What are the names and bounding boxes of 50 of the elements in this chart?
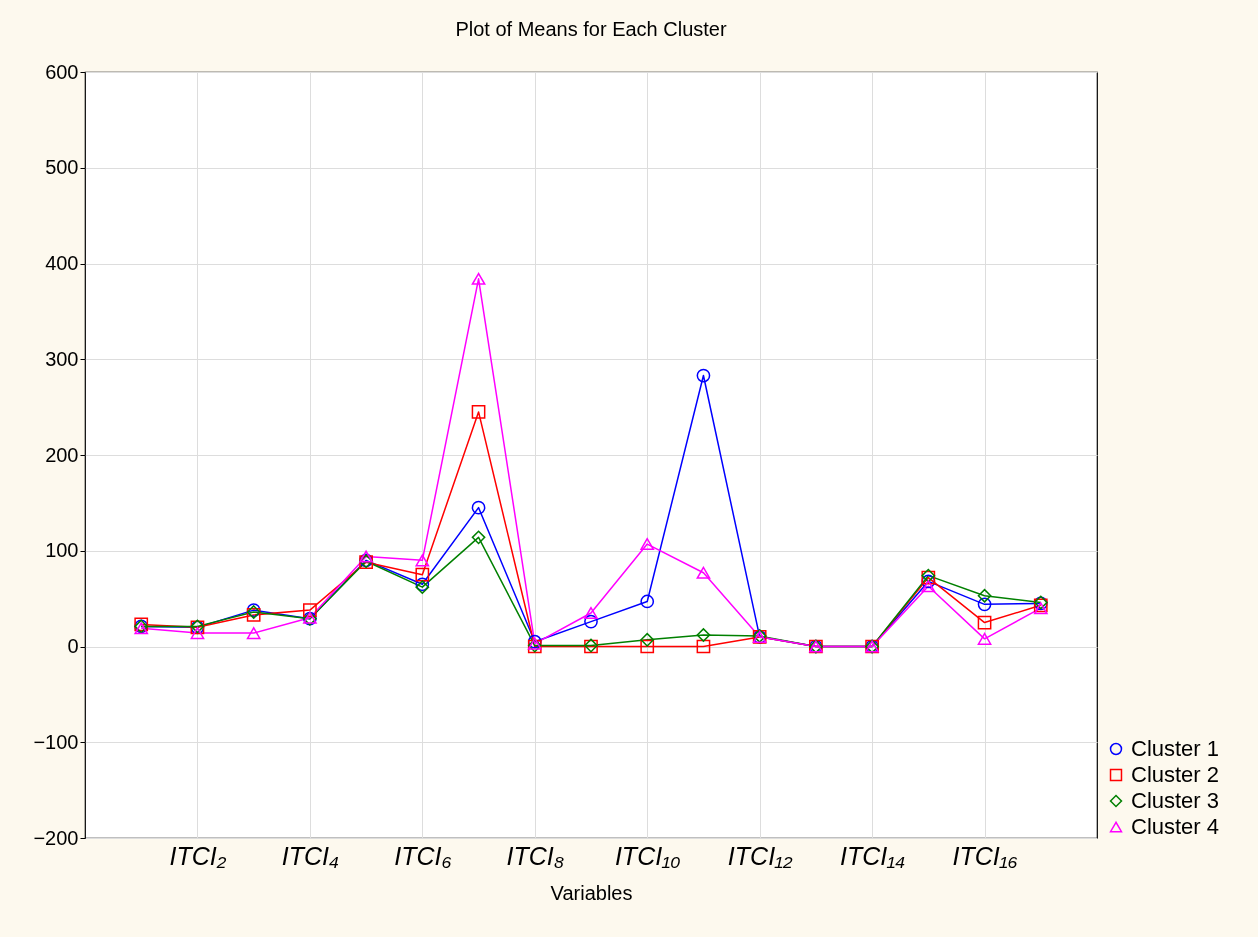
point — [359, 550, 373, 563]
point — [696, 368, 711, 383]
x-tick-label: ITCI₈ — [506, 841, 565, 870]
y-tick-label: 600 — [45, 60, 79, 83]
point — [921, 574, 936, 589]
point — [696, 628, 711, 642]
y-tick-label: −200 — [33, 826, 79, 849]
y-tick-label: 100 — [45, 539, 79, 562]
x-tick-label: ITCI₆ — [394, 841, 452, 870]
point — [415, 554, 430, 567]
point — [471, 405, 486, 419]
point — [977, 588, 992, 603]
point — [584, 606, 598, 620]
point — [471, 500, 486, 515]
point — [977, 597, 992, 612]
point — [640, 594, 655, 609]
point — [640, 639, 655, 654]
point — [696, 639, 711, 654]
y-tick-label: 300 — [45, 347, 79, 370]
x-tick-label: ITCI₁₄ — [840, 841, 906, 870]
point — [640, 632, 655, 647]
x-tick-label: ITCI₂ — [169, 841, 227, 870]
point — [977, 615, 992, 630]
point — [471, 530, 486, 545]
y-tick-label: 200 — [45, 443, 79, 466]
point — [977, 632, 992, 645]
y-tick-label: 500 — [45, 156, 79, 179]
legend-label: Cluster 4 — [1131, 814, 1220, 839]
y-tick-label: −100 — [33, 730, 79, 753]
x-tick-label: ITCI₁₀ — [614, 841, 681, 870]
legend-label: Cluster 2 — [1131, 762, 1220, 787]
legend-label: Cluster 1 — [1131, 736, 1220, 761]
point — [471, 272, 486, 285]
x-tick-label: ITCI₄ — [281, 841, 340, 870]
y-tick-label: 0 — [67, 635, 79, 657]
chart-title: Plot of Means for Each Cluster — [455, 18, 727, 40]
x-tick-label: ITCI₁₆ — [952, 841, 1018, 870]
point — [921, 580, 936, 593]
point — [246, 627, 261, 640]
y-tick-label: 400 — [45, 252, 79, 274]
point — [415, 567, 430, 582]
legend-label: Cluster 3 — [1131, 788, 1220, 813]
point — [1033, 602, 1048, 615]
x-tick-label: ITCI₁₂ — [727, 841, 793, 870]
point — [190, 627, 205, 640]
x-axis-title: Variables — [550, 881, 633, 904]
point — [303, 603, 317, 617]
point — [696, 566, 711, 579]
point — [640, 537, 655, 551]
point — [584, 614, 598, 629]
